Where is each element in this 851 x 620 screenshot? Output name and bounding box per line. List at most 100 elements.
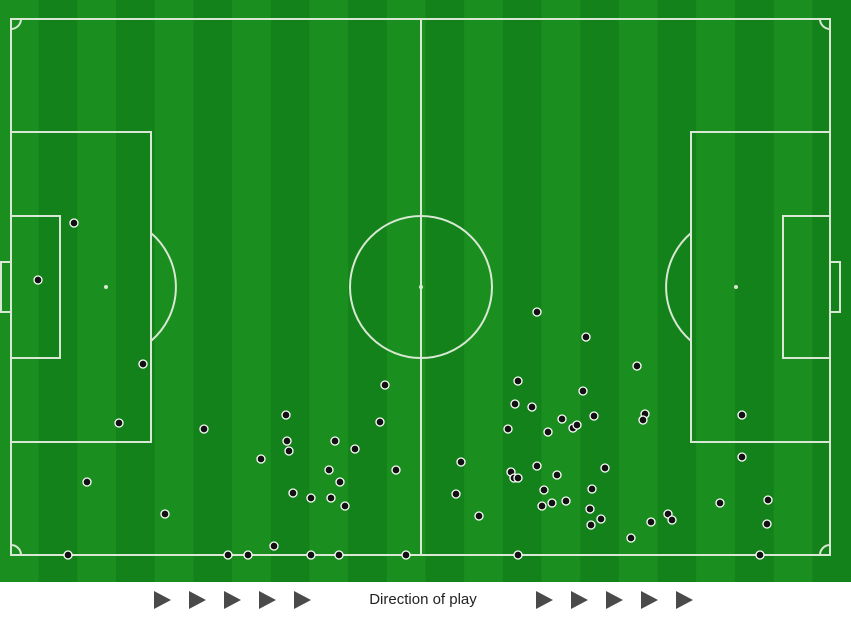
left-penalty-arc xyxy=(150,232,177,342)
grass-stripe xyxy=(502,0,543,582)
event-marker[interactable] xyxy=(578,386,588,396)
play-arrow-icon xyxy=(606,591,623,609)
event-marker[interactable] xyxy=(256,454,266,464)
grass-stripe xyxy=(0,0,40,582)
play-arrow-icon xyxy=(224,591,241,609)
left-penalty-spot xyxy=(104,285,108,289)
event-marker[interactable] xyxy=(114,418,124,428)
event-marker[interactable] xyxy=(82,477,92,487)
event-marker[interactable] xyxy=(451,489,461,499)
grass-stripe xyxy=(232,0,272,582)
pitch-svg xyxy=(0,0,851,582)
centre-circle xyxy=(349,215,493,359)
play-arrow-icon xyxy=(189,591,206,609)
centre-spot xyxy=(419,285,423,289)
event-marker[interactable] xyxy=(763,495,773,505)
event-marker[interactable] xyxy=(557,414,567,424)
direction-of-play-bar: Direction of play xyxy=(0,582,851,620)
event-marker[interactable] xyxy=(513,376,523,386)
grass-stripe xyxy=(812,0,851,582)
corner-arc-top-left xyxy=(10,18,22,30)
event-marker[interactable] xyxy=(138,359,148,369)
grass-stripe xyxy=(38,0,78,582)
event-marker[interactable] xyxy=(350,444,360,454)
event-marker[interactable] xyxy=(596,514,606,524)
event-marker[interactable] xyxy=(288,488,298,498)
event-marker[interactable] xyxy=(755,550,765,560)
grass-stripe xyxy=(116,0,156,582)
event-marker[interactable] xyxy=(587,484,597,494)
event-marker[interactable] xyxy=(547,498,557,508)
event-marker[interactable] xyxy=(223,550,233,560)
event-marker[interactable] xyxy=(324,465,334,475)
event-marker[interactable] xyxy=(715,498,725,508)
event-marker[interactable] xyxy=(510,399,520,409)
grass-stripe xyxy=(618,0,659,582)
play-arrow-icon xyxy=(259,591,276,609)
event-marker[interactable] xyxy=(306,493,316,503)
play-arrow-icon xyxy=(154,591,171,609)
event-marker[interactable] xyxy=(284,446,294,456)
event-marker[interactable] xyxy=(335,477,345,487)
grass-stripe xyxy=(193,0,233,582)
event-marker[interactable] xyxy=(281,410,291,420)
grass-stripe xyxy=(734,0,775,582)
right-penalty-spot xyxy=(734,285,738,289)
event-marker[interactable] xyxy=(626,533,636,543)
event-marker[interactable] xyxy=(375,417,385,427)
grass-stripe xyxy=(386,0,426,582)
grass-stripe xyxy=(580,0,620,582)
event-marker[interactable] xyxy=(532,461,542,471)
event-marker[interactable] xyxy=(737,410,747,420)
event-marker[interactable] xyxy=(513,550,523,560)
event-marker[interactable] xyxy=(638,415,648,425)
right-goal xyxy=(829,261,841,313)
event-marker[interactable] xyxy=(646,517,656,527)
event-marker[interactable] xyxy=(537,501,547,511)
event-marker[interactable] xyxy=(585,504,595,514)
play-arrow-icon xyxy=(676,591,693,609)
left-goal xyxy=(0,261,12,313)
event-marker[interactable] xyxy=(667,515,677,525)
event-marker[interactable] xyxy=(401,550,411,560)
event-marker[interactable] xyxy=(561,496,571,506)
event-marker[interactable] xyxy=(532,307,542,317)
event-marker[interactable] xyxy=(581,332,591,342)
event-marker[interactable] xyxy=(269,541,279,551)
play-arrow-icon xyxy=(571,591,588,609)
event-marker[interactable] xyxy=(456,457,466,467)
event-marker[interactable] xyxy=(762,519,772,529)
event-marker[interactable] xyxy=(474,511,484,521)
event-marker[interactable] xyxy=(330,436,340,446)
event-marker[interactable] xyxy=(391,465,401,475)
grass-stripe xyxy=(77,0,117,582)
event-marker[interactable] xyxy=(632,361,642,371)
grass-stripe xyxy=(270,0,310,582)
event-marker[interactable] xyxy=(63,550,73,560)
event-marker[interactable] xyxy=(69,218,79,228)
event-marker[interactable] xyxy=(572,420,582,430)
event-marker[interactable] xyxy=(513,473,523,483)
event-marker[interactable] xyxy=(600,463,610,473)
event-marker[interactable] xyxy=(737,452,747,462)
event-marker[interactable] xyxy=(543,427,553,437)
event-marker[interactable] xyxy=(282,436,292,446)
event-marker[interactable] xyxy=(33,275,43,285)
event-marker[interactable] xyxy=(334,550,344,560)
event-marker[interactable] xyxy=(527,402,537,412)
event-marker[interactable] xyxy=(380,380,390,390)
event-marker[interactable] xyxy=(340,501,350,511)
event-marker[interactable] xyxy=(552,470,562,480)
event-marker[interactable] xyxy=(243,550,253,560)
event-marker[interactable] xyxy=(586,520,596,530)
event-marker[interactable] xyxy=(539,485,549,495)
event-marker[interactable] xyxy=(199,424,209,434)
event-marker[interactable] xyxy=(306,550,316,560)
grass-stripes xyxy=(0,0,851,582)
event-marker[interactable] xyxy=(160,509,170,519)
play-arrow-icon xyxy=(536,591,553,609)
event-marker[interactable] xyxy=(503,424,513,434)
event-marker[interactable] xyxy=(326,493,336,503)
grass-stripe xyxy=(696,0,736,582)
event-marker[interactable] xyxy=(589,411,599,421)
